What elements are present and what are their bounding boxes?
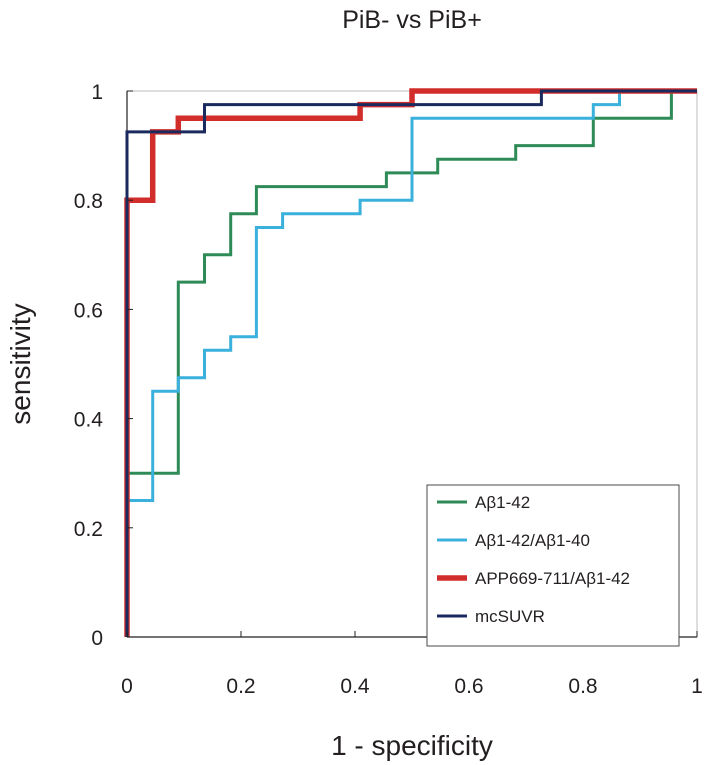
tick-layer: 0 0.2 0.4 0.6 0.8 1 0 0.2 0.4 0.6 0.8 1 (74, 81, 703, 698)
legend-label: mcSUVR (475, 607, 545, 626)
y-tick-label: 0.4 (74, 409, 104, 432)
series-line-3 (124, 88, 697, 637)
legend-label: APP669-711/Aβ1-42 (475, 569, 630, 588)
y-axis-label: sensitivity (5, 303, 36, 424)
x-axis-label: 1 - specificity (331, 730, 493, 761)
y-tick-label: 0.8 (74, 190, 103, 213)
series-line-1 (125, 89, 697, 637)
legend-label: Aβ1-42 (475, 493, 530, 512)
y-tick-label: 0.6 (74, 299, 103, 322)
y-tick-label: 1 (91, 81, 103, 104)
series-line-4 (125, 89, 697, 637)
series-line-2 (125, 89, 697, 637)
legend-entries: Aβ1-42 Aβ1-42/Aβ1-40 APP669-711/Aβ1-42 mcSU… (437, 493, 630, 626)
y-tick-label: 0.2 (74, 518, 103, 541)
series-layer (124, 88, 697, 637)
legend: Aβ1-42 Aβ1-42/Aβ1-40 APP669-711/Aβ1-42 mcSU… (426, 484, 680, 647)
x-tick-label: 0 (121, 675, 133, 698)
x-tick-label: 0.2 (226, 675, 255, 698)
x-tick-label: 0.8 (568, 675, 597, 698)
chart-title: PiB- vs PiB+ (342, 6, 482, 34)
x-tick-label: 1 (691, 675, 703, 698)
legend-box (426, 484, 680, 647)
y-tick-label: 0 (91, 627, 103, 650)
x-tick-label: 0.4 (340, 675, 370, 698)
legend-label: Aβ1-42/Aβ1-40 (475, 531, 590, 550)
x-tick-label: 0.6 (454, 675, 483, 698)
